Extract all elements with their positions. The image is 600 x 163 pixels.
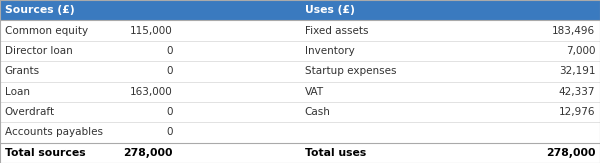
Text: 0: 0	[166, 127, 173, 137]
Text: Loan: Loan	[5, 87, 30, 97]
Text: Overdraft: Overdraft	[5, 107, 55, 117]
Bar	[0, 143, 600, 163]
Text: Cash: Cash	[305, 107, 331, 117]
Bar	[0, 61, 600, 82]
Text: 42,337: 42,337	[559, 87, 595, 97]
Text: 7,000: 7,000	[566, 46, 595, 56]
Text: 278,000: 278,000	[546, 148, 595, 158]
Text: 163,000: 163,000	[130, 87, 173, 97]
Text: 115,000: 115,000	[130, 26, 173, 36]
Text: VAT: VAT	[305, 87, 324, 97]
Bar	[0, 122, 600, 143]
Bar	[0, 0, 600, 20]
Text: 183,496: 183,496	[552, 26, 595, 36]
Text: 278,000: 278,000	[124, 148, 173, 158]
Bar	[0, 41, 600, 61]
Text: Startup expenses: Startup expenses	[305, 66, 397, 76]
Text: Accounts payables: Accounts payables	[5, 127, 103, 137]
Text: Inventory: Inventory	[305, 46, 355, 56]
Text: 12,976: 12,976	[559, 107, 595, 117]
Text: Grants: Grants	[5, 66, 40, 76]
Text: Sources (£): Sources (£)	[5, 5, 74, 15]
Text: Uses (£): Uses (£)	[305, 5, 355, 15]
Text: 0: 0	[166, 46, 173, 56]
Bar	[0, 82, 600, 102]
Text: 32,191: 32,191	[559, 66, 595, 76]
Text: Fixed assets: Fixed assets	[305, 26, 368, 36]
Text: 0: 0	[166, 107, 173, 117]
Text: 0: 0	[166, 66, 173, 76]
Text: Total sources: Total sources	[5, 148, 85, 158]
Text: Common equity: Common equity	[5, 26, 88, 36]
Text: Total uses: Total uses	[305, 148, 366, 158]
Bar	[0, 102, 600, 122]
Text: Director loan: Director loan	[5, 46, 73, 56]
Bar	[0, 20, 600, 41]
